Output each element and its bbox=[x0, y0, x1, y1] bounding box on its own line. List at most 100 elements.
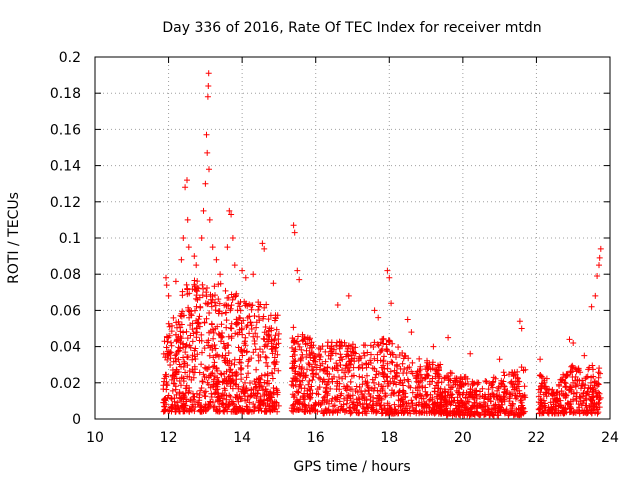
data-point bbox=[299, 393, 306, 399]
data-point bbox=[180, 378, 187, 385]
data-point bbox=[257, 382, 264, 389]
data-point bbox=[164, 356, 171, 363]
data-point bbox=[597, 370, 603, 377]
data-point bbox=[467, 350, 474, 357]
data-point bbox=[271, 406, 278, 413]
data-point bbox=[412, 393, 419, 400]
data-point bbox=[358, 387, 365, 394]
data-point bbox=[255, 306, 262, 313]
data-point bbox=[186, 314, 193, 321]
data-point bbox=[198, 331, 205, 338]
data-point bbox=[401, 366, 408, 373]
data-point bbox=[371, 384, 378, 391]
x-tick-label: 20 bbox=[454, 430, 472, 446]
data-point bbox=[234, 331, 241, 338]
data-point bbox=[552, 397, 559, 404]
data-point bbox=[316, 384, 323, 391]
data-point bbox=[308, 383, 315, 390]
data-point bbox=[215, 390, 222, 397]
data-point bbox=[433, 382, 440, 389]
data-point bbox=[378, 406, 385, 413]
data-point bbox=[512, 411, 519, 418]
data-point bbox=[274, 351, 281, 358]
data-point bbox=[337, 392, 344, 399]
data-point bbox=[201, 404, 208, 411]
data-point bbox=[217, 370, 224, 377]
data-point bbox=[199, 378, 206, 385]
data-point bbox=[198, 385, 205, 391]
data-point bbox=[347, 404, 354, 411]
data-point bbox=[206, 166, 212, 173]
data-point bbox=[162, 397, 169, 404]
data-point bbox=[271, 337, 278, 344]
data-point bbox=[445, 334, 452, 341]
data-point bbox=[417, 371, 424, 378]
data-point bbox=[424, 363, 431, 369]
data-point bbox=[400, 398, 407, 405]
data-point bbox=[573, 389, 580, 396]
data-point bbox=[519, 392, 526, 399]
data-point bbox=[173, 338, 180, 345]
data-point bbox=[207, 296, 214, 303]
data-point bbox=[558, 388, 565, 394]
data-point bbox=[584, 373, 591, 380]
data-point bbox=[375, 392, 382, 399]
data-point bbox=[222, 345, 229, 352]
data-point bbox=[399, 360, 406, 367]
data-point bbox=[177, 328, 184, 335]
data-point bbox=[395, 397, 402, 404]
data-point bbox=[312, 353, 319, 360]
data-point bbox=[319, 343, 326, 350]
data-point bbox=[518, 397, 525, 403]
data-point bbox=[368, 351, 374, 358]
data-point bbox=[289, 391, 296, 398]
data-point bbox=[233, 372, 239, 379]
data-point bbox=[186, 368, 193, 374]
data-point bbox=[321, 399, 328, 406]
data-point bbox=[362, 342, 369, 349]
data-point bbox=[193, 262, 200, 269]
data-point bbox=[382, 392, 389, 399]
data-point bbox=[290, 408, 297, 415]
data-point bbox=[329, 365, 336, 372]
data-point bbox=[558, 377, 565, 383]
data-point bbox=[248, 306, 255, 313]
data-point bbox=[345, 292, 352, 299]
data-point bbox=[542, 383, 549, 390]
data-point bbox=[218, 321, 225, 328]
data-point bbox=[512, 378, 519, 385]
data-point bbox=[597, 394, 604, 401]
data-point bbox=[511, 381, 517, 388]
data-point bbox=[226, 399, 233, 405]
data-point bbox=[385, 337, 392, 344]
data-point bbox=[225, 333, 232, 340]
data-point bbox=[180, 235, 187, 241]
data-point bbox=[356, 373, 363, 380]
data-point bbox=[469, 382, 476, 389]
data-point bbox=[252, 384, 259, 391]
data-point bbox=[481, 412, 487, 418]
data-point bbox=[569, 368, 576, 375]
data-point bbox=[383, 341, 390, 348]
data-point bbox=[365, 387, 372, 394]
data-point bbox=[271, 317, 278, 324]
data-point bbox=[465, 381, 472, 387]
data-point bbox=[592, 292, 599, 299]
data-point bbox=[374, 341, 381, 348]
data-point bbox=[261, 391, 268, 397]
data-point bbox=[215, 378, 222, 385]
data-point bbox=[184, 373, 191, 380]
data-point bbox=[585, 366, 592, 373]
data-point bbox=[205, 337, 212, 344]
data-point bbox=[363, 360, 369, 367]
y-tick-labels: 0 0.02 0.04 0.06 0.08 0.1 0.12 0.14 0.16 0.18 0.2 bbox=[50, 50, 81, 428]
data-point bbox=[328, 348, 335, 355]
data-point bbox=[423, 402, 430, 409]
data-point bbox=[223, 368, 230, 375]
data-point bbox=[197, 387, 204, 394]
data-point bbox=[370, 398, 377, 405]
data-point bbox=[266, 325, 273, 332]
data-point bbox=[409, 370, 416, 377]
data-point bbox=[297, 357, 304, 364]
data-point bbox=[356, 353, 363, 360]
